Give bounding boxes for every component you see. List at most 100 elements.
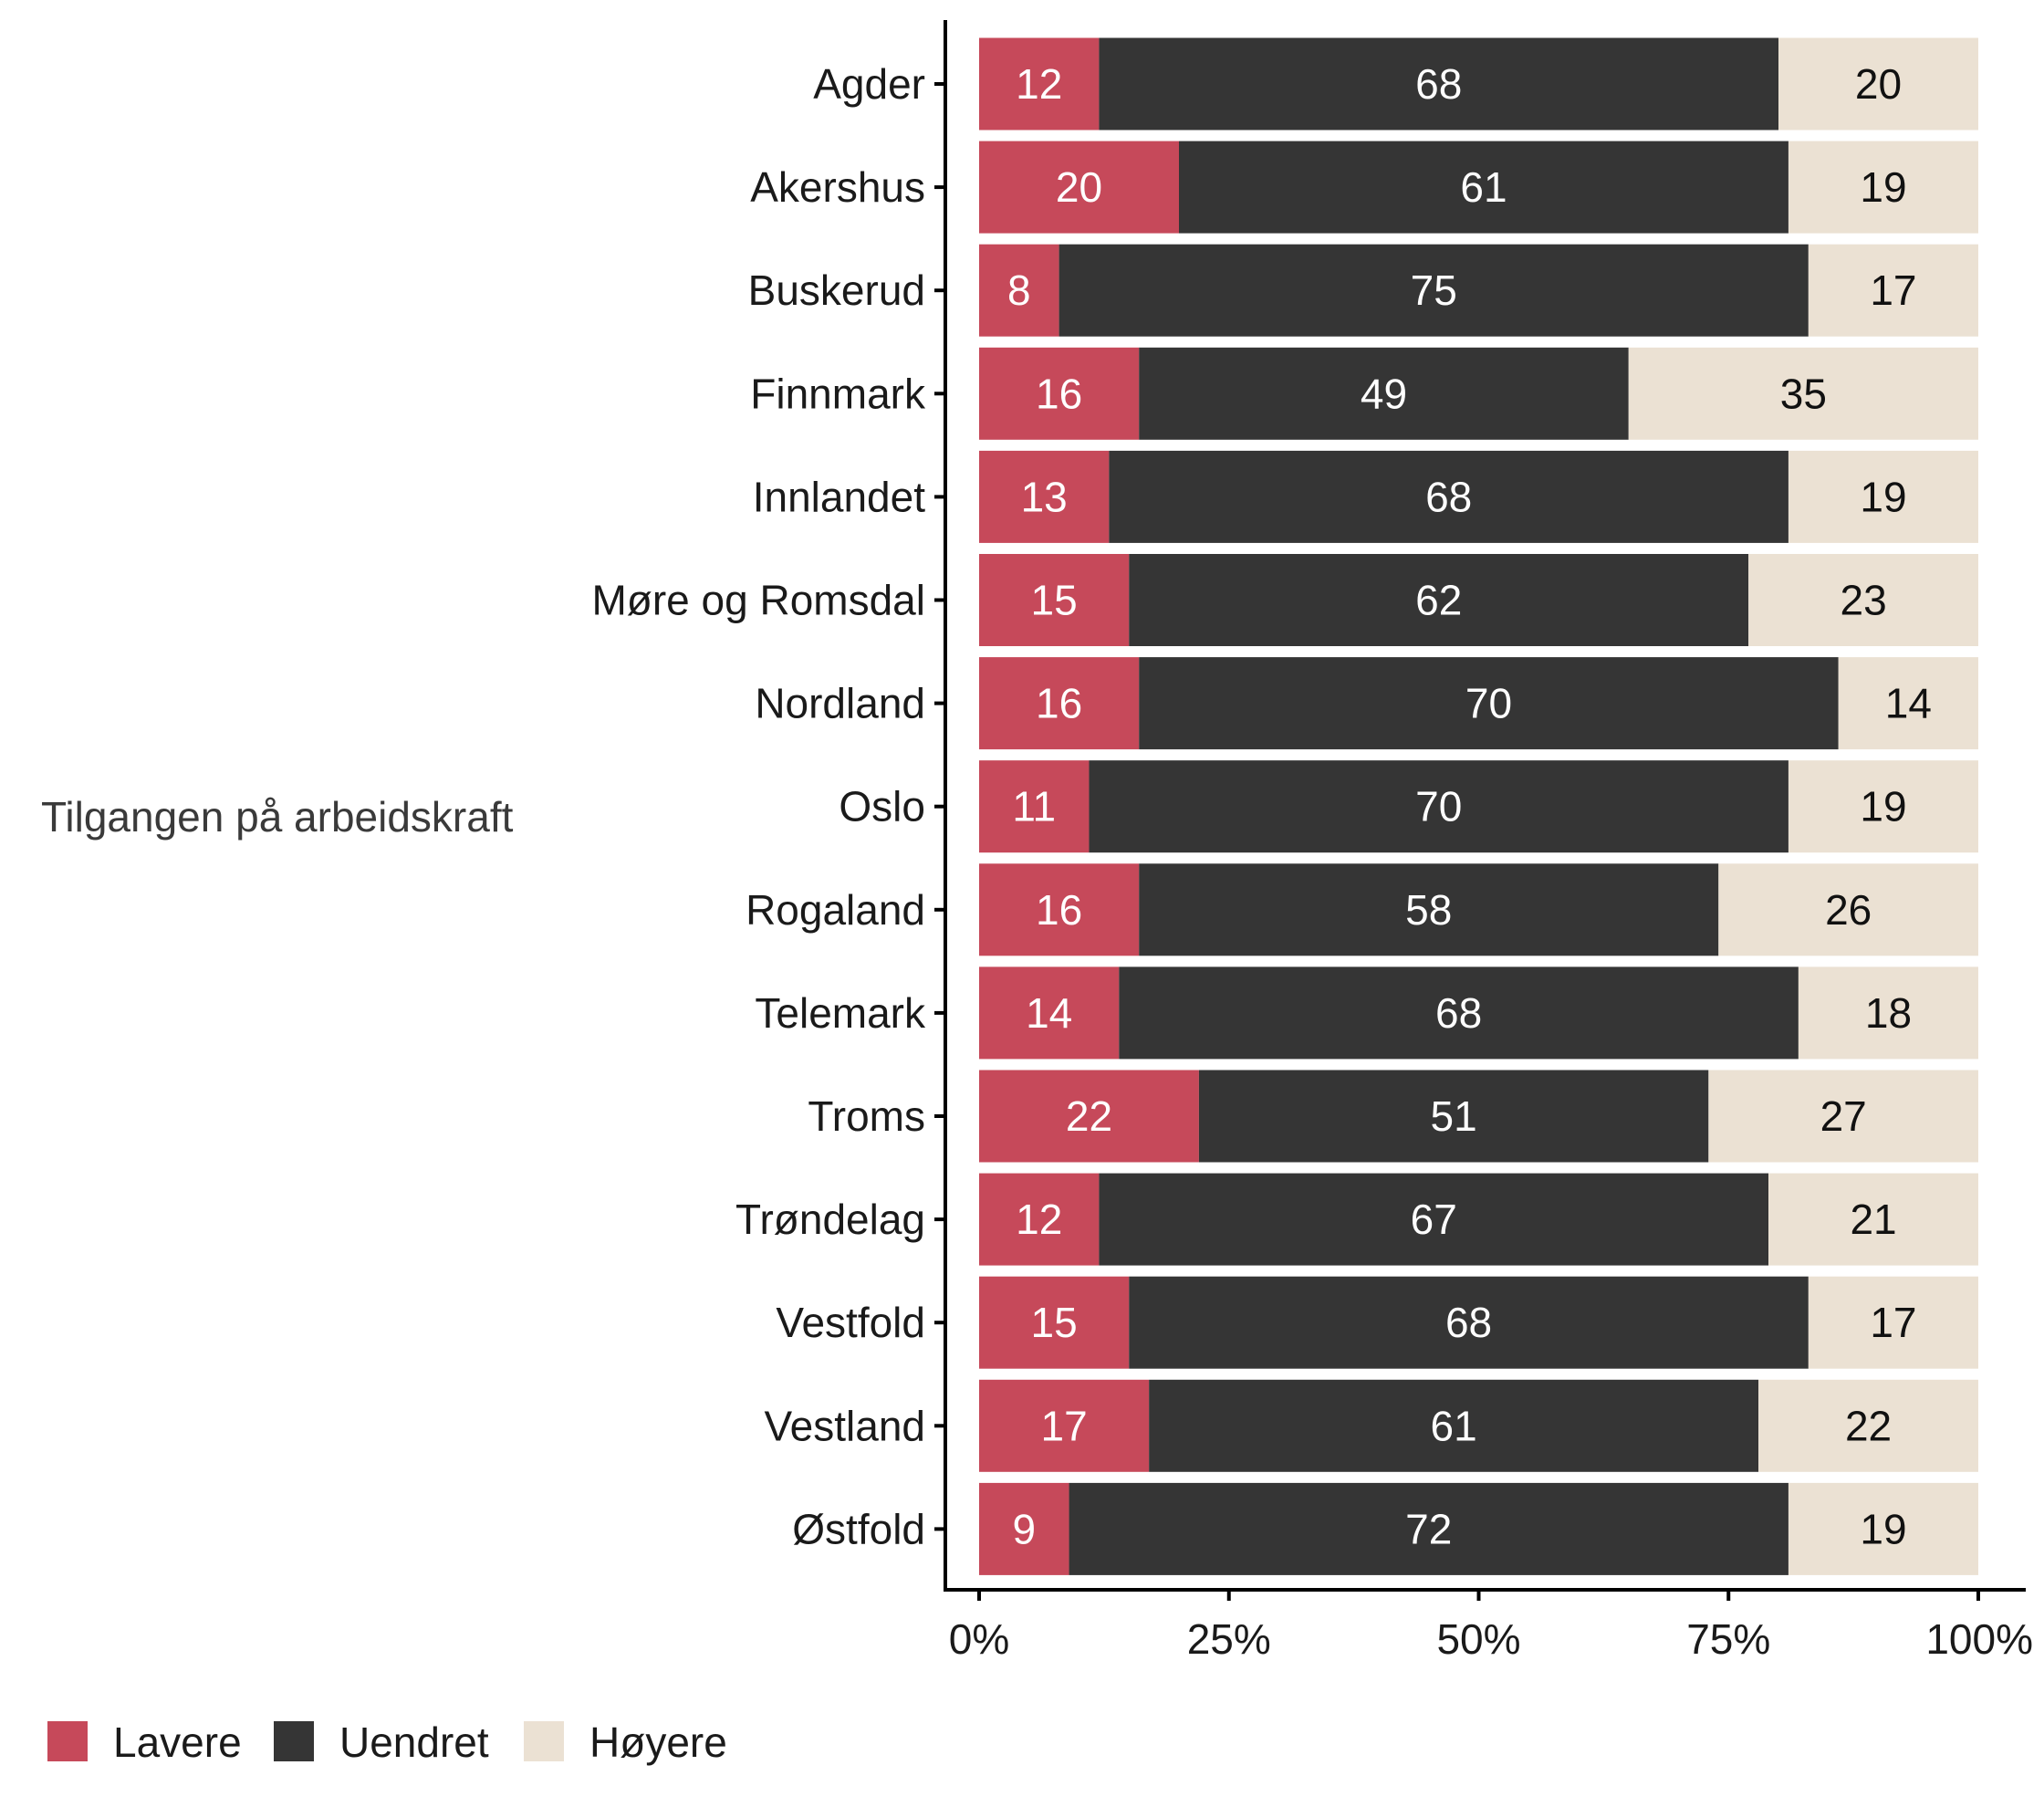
data-label-troms-lavere: 22	[1066, 1092, 1112, 1140]
data-label-oslo-lavere: 11	[1012, 783, 1056, 830]
bar-finnmark-hoyere	[1628, 347, 1978, 440]
bar-nordland-lavere	[979, 657, 1140, 750]
x-axis-ticks: 0% 25% 50% 75% 100%	[949, 1590, 2033, 1663]
category-label-agder: Agder	[813, 60, 925, 108]
data-label-finnmark-lavere: 16	[1036, 370, 1082, 417]
bar-trondelag-lavere	[979, 1173, 1100, 1266]
category-label-trondelag: Trøndelag	[735, 1196, 925, 1243]
legend-swatch-lavere	[47, 1721, 88, 1761]
bar-buskerud-hoyere	[1808, 244, 1978, 337]
data-label-vestland-lavere: 17	[1040, 1402, 1087, 1449]
x-tick-label: 75%	[1686, 1615, 1770, 1663]
bar-finnmark-lavere	[979, 347, 1140, 440]
bar-oslo-hoyere	[1788, 760, 1978, 853]
bar-innlandet-lavere	[979, 450, 1110, 543]
data-label-trondelag-hoyere: 21	[1850, 1196, 1896, 1243]
data-label-innlandet-uendret: 68	[1425, 473, 1472, 520]
data-label-vestfold-hoyere: 17	[1870, 1299, 1916, 1346]
data-label-vestland-uendret: 61	[1431, 1402, 1477, 1449]
category-label-more-og-romsdal: Møre og Romsdal	[591, 577, 925, 624]
bar-vestland-lavere	[979, 1379, 1150, 1472]
data-label-rogaland-uendret: 58	[1405, 886, 1452, 934]
bar-innlandet-hoyere	[1788, 450, 1978, 543]
data-label-akershus-hoyere: 19	[1860, 163, 1906, 211]
bar-telemark-uendret	[1119, 966, 1799, 1060]
data-label-vestfold-uendret: 68	[1445, 1299, 1492, 1346]
data-label-vestfold-lavere: 15	[1031, 1299, 1078, 1346]
data-label-troms-uendret: 51	[1431, 1092, 1477, 1140]
x-tick-label: 25%	[1187, 1615, 1271, 1663]
data-label-more-og-romsdal-hoyere: 23	[1840, 577, 1886, 624]
bar-troms-lavere	[979, 1070, 1199, 1163]
legend-label-hoyere: Høyere	[589, 1718, 727, 1766]
data-label-agder-lavere: 12	[1016, 60, 1062, 108]
bar-buskerud-lavere	[979, 244, 1059, 337]
axes	[934, 20, 2026, 1592]
bar-akershus-hoyere	[1788, 141, 1978, 234]
category-label-telemark: Telemark	[755, 989, 926, 1037]
bar-oslo-uendret	[1089, 760, 1788, 853]
bar-more-og-romsdal-hoyere	[1748, 554, 1978, 646]
bar-ostfold-lavere	[979, 1482, 1069, 1575]
bar-finnmark-uendret	[1139, 347, 1629, 440]
category-label-troms: Troms	[808, 1092, 925, 1140]
category-label-buskerud: Buskerud	[748, 266, 925, 314]
data-label-rogaland-hoyere: 26	[1825, 886, 1872, 934]
data-label-vestland-hoyere: 22	[1845, 1402, 1892, 1449]
data-label-finnmark-hoyere: 35	[1780, 370, 1827, 417]
data-label-telemark-uendret: 68	[1435, 989, 1482, 1037]
bar-vestland-uendret	[1149, 1379, 1759, 1472]
bar-more-og-romsdal-lavere	[979, 554, 1130, 646]
category-label-vestfold: Vestfold	[776, 1299, 925, 1346]
data-label-oslo-uendret: 70	[1415, 783, 1462, 830]
bar-rogaland-hoyere	[1718, 863, 1978, 956]
data-label-ostfold-lavere: 9	[1012, 1505, 1036, 1552]
bar-ostfold-hoyere	[1788, 1482, 1978, 1575]
data-label-akershus-lavere: 20	[1056, 163, 1102, 211]
category-label-ostfold: Østfold	[792, 1505, 925, 1552]
data-label-telemark-lavere: 14	[1026, 989, 1072, 1037]
bar-oslo-lavere	[979, 760, 1090, 853]
bar-ostfold-uendret	[1069, 1482, 1788, 1575]
category-label-innlandet: Innlandet	[753, 473, 925, 520]
bar-rogaland-uendret	[1139, 863, 1719, 956]
data-label-agder-uendret: 68	[1415, 60, 1462, 108]
data-label-buskerud-uendret: 75	[1411, 266, 1457, 314]
data-label-trondelag-uendret: 67	[1411, 1196, 1457, 1243]
data-label-rogaland-lavere: 16	[1036, 886, 1082, 934]
category-label-vestland: Vestland	[765, 1402, 925, 1449]
bar-vestfold-uendret	[1129, 1276, 1809, 1369]
bar-akershus-uendret	[1179, 141, 1788, 234]
data-label-nordland-lavere: 16	[1036, 680, 1082, 727]
data-label-nordland-uendret: 70	[1465, 680, 1512, 727]
data-label-innlandet-lavere: 13	[1021, 473, 1068, 520]
data-label-finnmark-uendret: 49	[1361, 370, 1407, 417]
data-label-ostfold-uendret: 72	[1405, 1505, 1452, 1552]
legend-swatch-hoyere	[524, 1721, 564, 1761]
bars-layer: 12 68 20 20 61 19 8 75 17 16 49 35 13 68 19 15 62 23 16 70 1…	[979, 37, 1978, 1575]
x-tick-label: 100%	[1925, 1615, 2033, 1663]
bar-more-og-romsdal-uendret	[1129, 554, 1749, 646]
data-label-buskerud-hoyere: 17	[1870, 266, 1916, 314]
bar-trondelag-uendret	[1099, 1173, 1769, 1266]
data-label-telemark-hoyere: 18	[1865, 989, 1912, 1037]
x-tick-label: 0%	[949, 1615, 1009, 1663]
legend-swatch-uendret	[274, 1721, 314, 1761]
legend-label-lavere: Lavere	[113, 1718, 242, 1766]
data-label-buskerud-lavere: 8	[1007, 266, 1031, 314]
data-label-more-og-romsdal-uendret: 62	[1415, 577, 1462, 624]
category-label-oslo: Oslo	[839, 783, 925, 830]
bar-nordland-hoyere	[1838, 657, 1978, 750]
data-label-more-og-romsdal-lavere: 15	[1031, 577, 1078, 624]
data-label-nordland-hoyere: 14	[1885, 680, 1932, 727]
bar-telemark-lavere	[979, 966, 1120, 1060]
data-label-akershus-uendret: 61	[1460, 163, 1507, 211]
category-label-akershus: Akershus	[750, 163, 925, 211]
x-tick-label: 50%	[1436, 1615, 1520, 1663]
bar-rogaland-lavere	[979, 863, 1140, 956]
bar-agder-lavere	[979, 37, 1100, 131]
category-label-rogaland: Rogaland	[746, 886, 925, 934]
bar-vestfold-lavere	[979, 1276, 1130, 1369]
category-labels: Agder Akershus Buskerud Finnmark Innlandet Mø…	[591, 60, 926, 1552]
